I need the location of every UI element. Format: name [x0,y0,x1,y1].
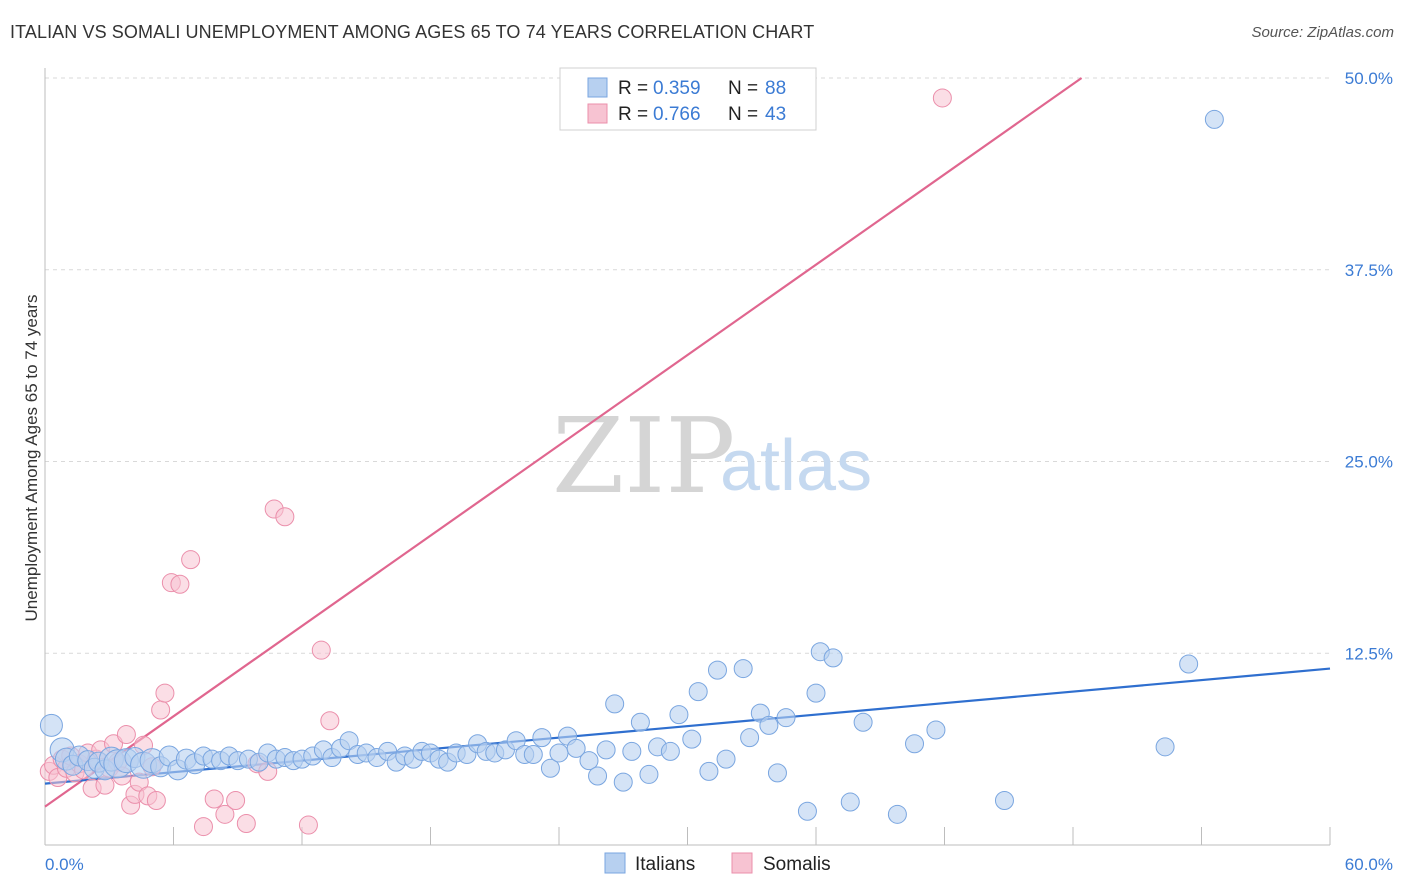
watermark-zip: ZIP [552,395,735,517]
axes [44,68,1331,846]
italians-point [588,766,608,786]
somalis-point [311,640,331,660]
legend-somalis-n-label: N = [728,104,758,125]
somalis-point [170,574,190,594]
italians-point [605,694,625,714]
somalis-trend-line [44,77,1083,808]
italians-point [566,738,586,758]
legend-somalis-swatch [587,103,608,124]
italians-point [613,772,633,792]
watermark: ZIP atlas [552,395,872,517]
italians-point [797,801,817,821]
italians-point [639,764,659,784]
legend-italians-n-value: 88 [765,78,786,99]
italians-point [1204,109,1224,129]
x-tick-label-0: 0.0% [45,855,84,874]
somalis-point [193,817,213,837]
italians-point [506,731,526,751]
somalis-point [146,791,166,811]
bottom-legend-somalis-swatch [731,852,753,874]
somalis-point [226,791,246,811]
grid-lines [45,77,1330,654]
bottom-legend-italians-label: Italians [635,854,695,875]
italians-point [540,758,560,778]
somalis-point [151,700,171,720]
legend-italians-swatch [587,77,608,98]
italians-points [39,109,1224,824]
bottom-legend-somalis-label: Somalis [763,854,831,875]
somalis-point [155,683,175,703]
italians-point [1155,737,1175,757]
italians-point [905,734,925,754]
italians-point [669,705,689,725]
italians-point [622,741,642,761]
legend-somalis-r-value: 0.766 [653,104,701,125]
y-tick-label-3: 50.0% [1345,69,1393,88]
italians-point [523,744,543,764]
somalis-point [204,789,224,809]
bottom-legend: Italians Somalis [604,852,831,875]
chart-title: ITALIAN VS SOMALI UNEMPLOYMENT AMONG AGE… [10,22,815,42]
italians-point [39,713,63,737]
somalis-point [298,815,318,835]
italians-point [716,749,736,769]
italians-point [1179,654,1199,674]
legend-somalis-r-label: R = [618,104,648,125]
somalis-point [275,507,295,527]
italians-point [887,804,907,824]
x-tick-label-1: 60.0% [1345,855,1393,874]
italians-point [806,683,826,703]
italians-point [840,792,860,812]
italians-point [660,741,680,761]
italians-point [733,659,753,679]
legend-italians-r-value: 0.359 [653,78,701,99]
italians-point [549,743,569,763]
y-axis-label: Unemployment Among Ages 65 to 74 years [22,295,41,622]
legend-box: R = 0.359 N = 88 R = 0.766 N = 43 [559,67,817,131]
italians-point [853,712,873,732]
legend-italians-n-label: N = [728,78,758,99]
x-axis-ticks: 0.0% 60.0% [45,855,1393,874]
y-tick-label-1: 25.0% [1345,453,1393,472]
italians-point [926,720,946,740]
italians-point [823,648,843,668]
somalis-point [181,550,201,570]
italians-point [740,728,760,748]
italians-point [532,728,552,748]
italians-point [688,682,708,702]
legend-somalis-n-value: 43 [765,104,786,125]
watermark-atlas: atlas [720,426,872,506]
somalis-point [236,814,256,834]
italians-point [699,761,719,781]
y-tick-label-0: 12.5% [1345,644,1393,663]
y-axis-ticks: 12.5% 25.0% 37.5% 50.0% [1345,69,1393,663]
somalis-point [116,725,136,745]
italians-point [630,712,650,732]
somalis-point [932,88,952,108]
y-tick-label-2: 37.5% [1345,261,1393,280]
italians-point [767,763,787,783]
italians-point [994,791,1014,811]
italians-point [682,729,702,749]
italians-point [596,740,616,760]
bottom-legend-italians-swatch [604,852,626,874]
italians-point [339,731,359,751]
somalis-point [320,711,340,731]
italians-point [579,751,599,771]
italians-point [759,715,779,735]
legend-italians-r-label: R = [618,78,648,99]
italians-point [776,708,796,728]
source-label: Source: ZipAtlas.com [1251,24,1394,41]
somalis-points [39,88,952,837]
somalis-point [215,804,235,824]
italians-point [707,660,727,680]
